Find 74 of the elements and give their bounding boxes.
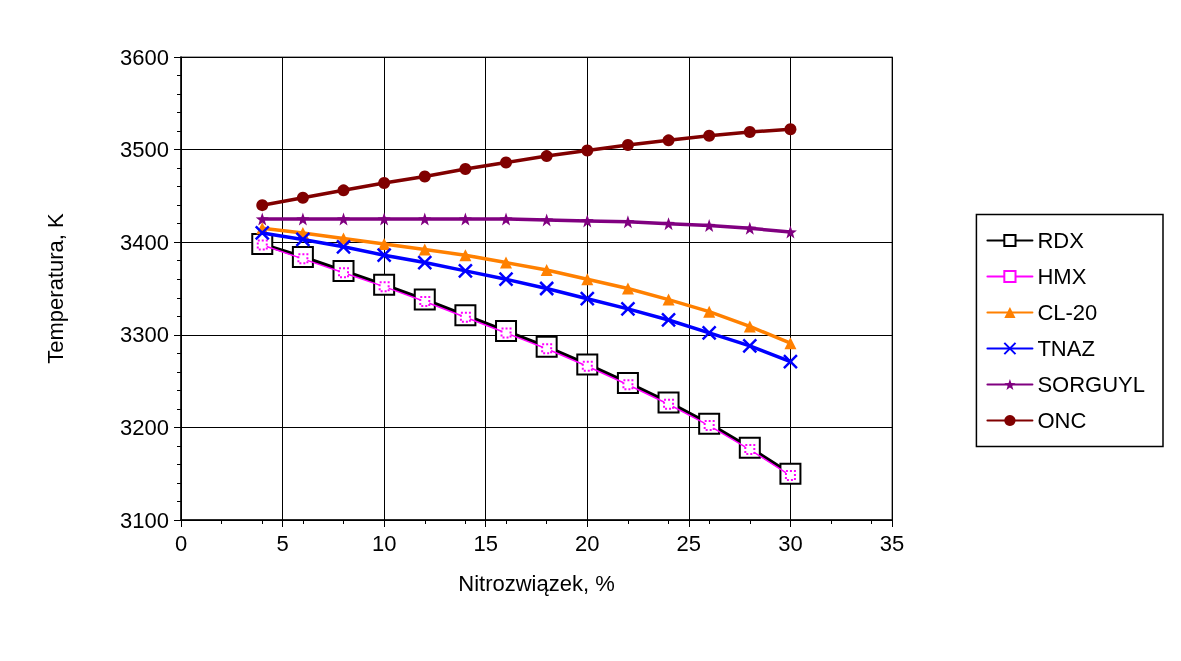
- point: [782, 353, 799, 370]
- point: [417, 254, 433, 271]
- point: [581, 144, 594, 157]
- point: [784, 123, 797, 136]
- point: [743, 221, 757, 235]
- point: [337, 184, 350, 197]
- point: [255, 212, 269, 226]
- x-tick-label: 20: [575, 530, 600, 556]
- legend-label: HMX: [1037, 264, 1087, 289]
- y-tick-label: 3600: [120, 44, 169, 70]
- point: [256, 199, 269, 212]
- x-axis-title: Nitrozwiązek, %: [458, 570, 615, 596]
- point: [500, 256, 513, 269]
- point: [538, 280, 555, 297]
- point: [540, 263, 553, 276]
- point: [621, 215, 635, 229]
- x-tick-label: 10: [371, 530, 397, 556]
- point: [458, 212, 472, 226]
- point: [459, 163, 472, 176]
- point: [540, 213, 554, 227]
- x-tick-label: 30: [778, 530, 803, 556]
- point: [499, 212, 513, 226]
- point: [702, 219, 716, 233]
- y-tick-label: 3100: [120, 507, 169, 533]
- point: [703, 305, 716, 318]
- point: [459, 249, 472, 262]
- point: [580, 214, 594, 228]
- point: [254, 225, 271, 241]
- x-tick-label: 25: [676, 530, 702, 556]
- point: [337, 212, 351, 226]
- point: [418, 170, 431, 183]
- point: [295, 231, 311, 248]
- y-tick-label: 3200: [120, 414, 169, 440]
- point: [620, 301, 636, 317]
- point: [660, 312, 677, 328]
- point: [378, 238, 391, 251]
- x-tick-label: 15: [473, 530, 498, 556]
- legend-label: RDX: [1037, 228, 1085, 253]
- point: [662, 134, 675, 147]
- point: [377, 212, 391, 226]
- point: [743, 320, 756, 333]
- x-tick-label: 5: [276, 530, 289, 556]
- legend-label: CL-20: [1037, 300, 1098, 325]
- point: [457, 263, 474, 279]
- point: [418, 243, 431, 256]
- point: [703, 129, 716, 142]
- y-tick-label: 3300: [120, 322, 169, 348]
- point: [500, 156, 513, 169]
- point: [621, 282, 634, 295]
- legend-label: ONC: [1037, 408, 1087, 433]
- legend-label: TNAZ: [1037, 336, 1095, 361]
- y-tick-label: 3400: [120, 229, 169, 255]
- point: [498, 271, 514, 287]
- point: [376, 247, 392, 263]
- point: [743, 126, 756, 138]
- point: [378, 176, 391, 189]
- point: [540, 150, 553, 163]
- y-tick-label: 3500: [120, 137, 169, 163]
- legend-label: SORGUYL: [1037, 372, 1146, 397]
- point: [701, 325, 717, 341]
- point: [418, 212, 432, 226]
- point: [784, 337, 797, 350]
- x-tick-label: 0: [174, 530, 188, 556]
- point: [621, 138, 634, 151]
- point: [335, 239, 352, 255]
- x-tick-label: 35: [879, 530, 905, 556]
- point: [742, 338, 758, 354]
- point: [662, 217, 676, 231]
- point: [579, 290, 596, 307]
- point: [662, 293, 675, 306]
- point: [581, 273, 594, 286]
- y-axis-title: Temperatura, K: [42, 212, 68, 364]
- point: [296, 191, 309, 204]
- point: [296, 212, 310, 226]
